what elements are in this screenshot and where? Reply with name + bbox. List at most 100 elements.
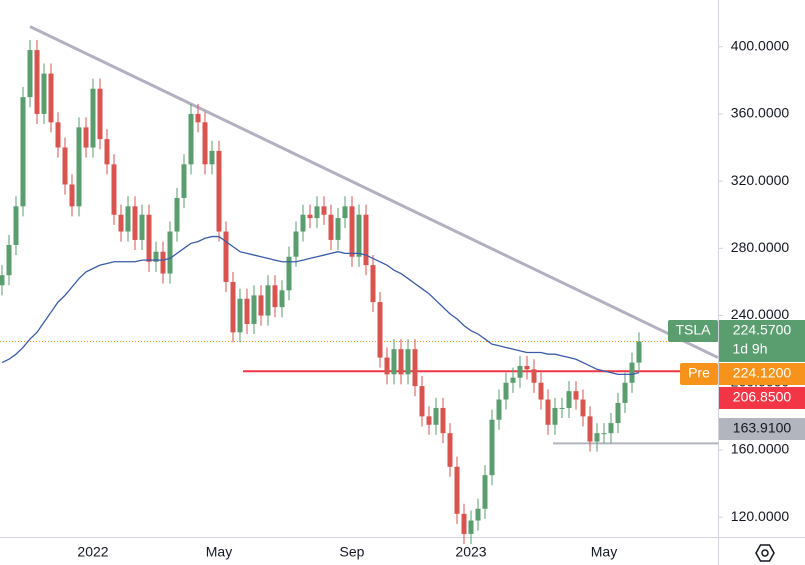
candle-body	[594, 433, 600, 442]
candle-body	[6, 244, 12, 276]
candle-body	[328, 214, 334, 240]
x-tick-label: Sep	[340, 544, 365, 560]
candle-body	[454, 466, 460, 514]
candle-body	[146, 214, 152, 262]
candle-body	[216, 150, 222, 232]
candle-body	[622, 382, 628, 403]
candle-body	[258, 295, 264, 316]
candle-body	[482, 475, 488, 509]
candle-body	[524, 365, 530, 370]
y-tick-label: 160.0000	[731, 441, 790, 457]
candle-body	[468, 520, 474, 534]
candle-body	[251, 295, 257, 324]
candle-body	[0, 275, 5, 286]
candle-body	[90, 88, 96, 148]
price-tag	[719, 363, 805, 385]
candle-body	[517, 365, 523, 378]
pre-label: Pre	[688, 365, 710, 381]
candle-body	[433, 407, 439, 425]
candle-body	[195, 113, 201, 123]
candle-body	[559, 407, 565, 409]
candle-body	[405, 349, 411, 375]
settings-icon[interactable]	[755, 544, 775, 562]
candle-body	[132, 206, 138, 240]
candle-body	[83, 127, 89, 148]
candle-body	[461, 513, 467, 534]
plot-area	[0, 25, 719, 545]
symbol-label: TSLA	[675, 322, 711, 338]
candle-body	[34, 50, 40, 114]
candle-body	[440, 407, 446, 434]
moving-average	[1, 235, 640, 376]
candle-body	[202, 122, 208, 165]
candle-body	[139, 214, 145, 240]
candle-body	[69, 184, 75, 207]
y-tick-label: 120.0000	[731, 508, 790, 524]
candle-body	[615, 402, 621, 424]
candle-body	[314, 206, 320, 219]
candle-body	[363, 214, 369, 266]
candle-body	[27, 50, 33, 98]
candle-body	[41, 73, 47, 114]
candle-body	[265, 285, 271, 316]
candle-body	[167, 231, 173, 274]
x-tick-label: May	[591, 544, 617, 560]
candle-body	[489, 419, 495, 476]
candle-body	[384, 357, 390, 375]
candle-body	[125, 206, 131, 232]
candle-body	[566, 391, 572, 408]
symbol-tag	[668, 320, 718, 342]
candle-body	[335, 218, 341, 240]
candle-body	[349, 206, 355, 257]
candle-body	[181, 164, 187, 198]
candle-body	[223, 231, 229, 282]
candle-body	[237, 298, 243, 333]
candle-body	[587, 416, 593, 442]
y-tick-label: 240.0000	[731, 306, 790, 322]
candle-body	[230, 281, 236, 333]
candle-body	[629, 362, 635, 383]
candle-body	[76, 127, 82, 207]
candle-body	[608, 423, 614, 434]
candle-body	[398, 349, 404, 375]
candle-body	[160, 251, 166, 274]
candle-body	[55, 122, 61, 148]
candle-body	[391, 349, 397, 375]
candle-body	[545, 399, 551, 425]
candle-body	[552, 407, 558, 425]
countdown-label: 1d 9h	[732, 341, 767, 357]
candle-body	[636, 341, 642, 363]
candle-body	[286, 256, 292, 291]
candle-body	[377, 302, 383, 358]
price-tag	[719, 320, 805, 362]
level-label: 163.9100	[733, 420, 792, 436]
candle-body	[188, 113, 194, 165]
candle-body	[62, 147, 68, 185]
trendline	[29, 25, 719, 359]
y-tick-label: 280.0000	[731, 239, 790, 255]
price-label: 224.5700	[733, 322, 792, 338]
candle-body	[321, 206, 327, 215]
candle-body	[272, 285, 278, 308]
candle-body	[510, 377, 516, 383]
x-tick-label: May	[206, 544, 232, 560]
price-label: 224.1200	[733, 365, 792, 381]
candle-body	[580, 399, 586, 417]
candle-body	[13, 206, 19, 245]
candle-body	[244, 298, 250, 324]
candle-body	[118, 214, 124, 232]
candle-body	[419, 386, 425, 417]
candle-body	[279, 290, 285, 308]
candle-body	[342, 206, 348, 219]
candle-body	[426, 416, 432, 425]
candle-body	[153, 251, 159, 262]
candle-body	[538, 382, 544, 400]
candle-body	[531, 369, 537, 383]
y-tick-label: 320.0000	[731, 172, 790, 188]
level-tag	[719, 387, 805, 409]
candle-body	[601, 433, 607, 435]
candle-body	[370, 265, 376, 303]
level-label: 206.8500	[733, 389, 792, 405]
